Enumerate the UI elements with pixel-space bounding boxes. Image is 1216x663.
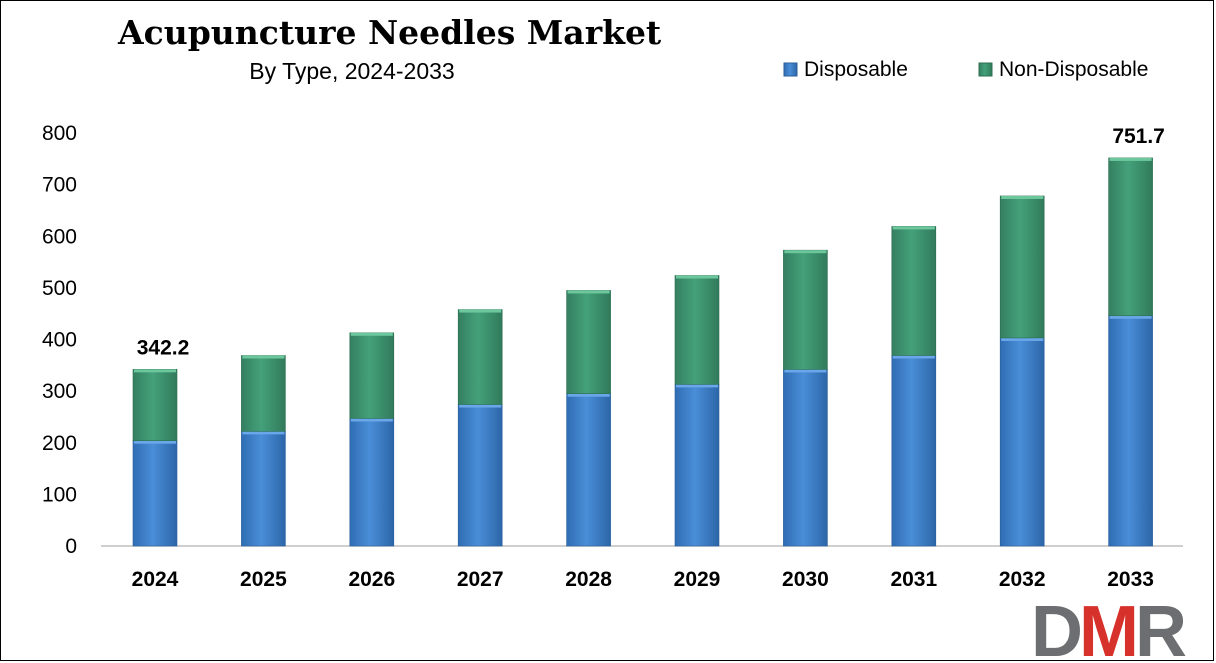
x-tick-label-2024: 2024 [132,568,179,591]
chart-subtitle: By Type, 2024-2033 [249,58,454,84]
bar-cap-2028 [567,393,610,397]
bar-cap-2033 [1109,157,1152,161]
legend-label-non-disposable: Non-Disposable [999,58,1148,81]
bar-cap-2030 [784,250,827,254]
bar-disposable-2025 [241,431,286,547]
bar-disposable-2028 [566,393,611,547]
y-tick-label: 400 [42,329,77,352]
x-tick-label-2032: 2032 [999,568,1046,591]
bar-cap-2032 [1001,195,1044,199]
legend: Disposable Non-Disposable [783,58,1148,81]
bar-non-disposable-2033 [1108,157,1153,317]
bar-non-disposable-2027 [457,309,503,405]
bar-non-disposable-2031 [891,226,937,356]
x-tick-label-2026: 2026 [348,568,395,591]
bar-disposable-2029 [674,384,720,547]
x-tick-label-2033: 2033 [1107,568,1154,591]
data-labels: 342.2 751.7 [137,125,1165,359]
bar-non-disposable-2024 [132,369,178,441]
bar-cap-2028 [567,290,610,294]
y-tick-label: 700 [42,174,77,197]
dmr-logo: DMR [1031,592,1190,662]
bar-cap-2026 [350,418,393,422]
y-tick-label: 600 [42,225,77,248]
bar-disposable-2027 [457,404,503,547]
bar-cap-2032 [1001,337,1044,341]
y-tick-label: 500 [42,277,77,300]
y-axis: 0 100 200 300 400 500 600 700 800 [42,122,77,558]
bar-cap-2031 [892,226,935,230]
y-tick-label: 300 [42,380,77,403]
bar-cap-2031 [892,355,935,359]
bar-non-disposable-2032 [999,195,1045,339]
bar-non-disposable-2026 [349,332,395,419]
x-tick-label-2027: 2027 [457,568,504,591]
data-label-2024: 342.2 [137,336,190,359]
bar-disposable-2030 [783,369,828,547]
bar-cap-2027 [459,404,502,408]
bar-disposable-2026 [349,418,395,547]
x-tick-label-2028: 2028 [565,568,612,591]
bar-cap-2025 [242,431,285,435]
y-tick-label: 200 [42,432,77,455]
y-tick-label: 800 [42,122,77,145]
bar-disposable-2033 [1108,315,1153,547]
x-tick-label-2031: 2031 [890,568,937,591]
legend-swatch-non-disposable [978,62,993,77]
legend-swatch-disposable [783,62,798,77]
bars [132,157,1153,547]
bar-cap-2030 [784,369,827,373]
bar-non-disposable-2028 [566,290,611,395]
chart-title: Acupuncture Needles Market [117,13,662,52]
y-tick-label: 100 [42,483,77,506]
bar-cap-2025 [242,355,285,359]
x-tick-label-2030: 2030 [782,568,829,591]
legend-label-disposable: Disposable [804,58,908,81]
svg-text:DMR: DMR [1031,592,1186,662]
bar-disposable-2024 [132,440,178,547]
bar-non-disposable-2029 [674,275,720,385]
bar-non-disposable-2025 [241,355,286,432]
x-axis: 2024 2025 2026 2027 2028 2029 2030 2031 2032 2033 [132,568,1154,591]
bar-cap-2033 [1109,315,1152,319]
x-tick-label-2029: 2029 [674,568,721,591]
data-label-2033: 751.7 [1112,125,1165,148]
bar-disposable-2032 [999,337,1045,547]
bar-cap-2026 [350,332,393,336]
bar-cap-2024 [134,440,176,444]
bar-cap-2029 [676,275,718,279]
y-tick-label: 0 [65,535,77,558]
bar-non-disposable-2030 [783,249,828,370]
bar-cap-2027 [459,309,502,313]
bar-cap-2024 [134,369,176,373]
bar-disposable-2031 [891,355,937,547]
bar-cap-2029 [676,384,718,388]
x-tick-label-2025: 2025 [240,568,287,591]
